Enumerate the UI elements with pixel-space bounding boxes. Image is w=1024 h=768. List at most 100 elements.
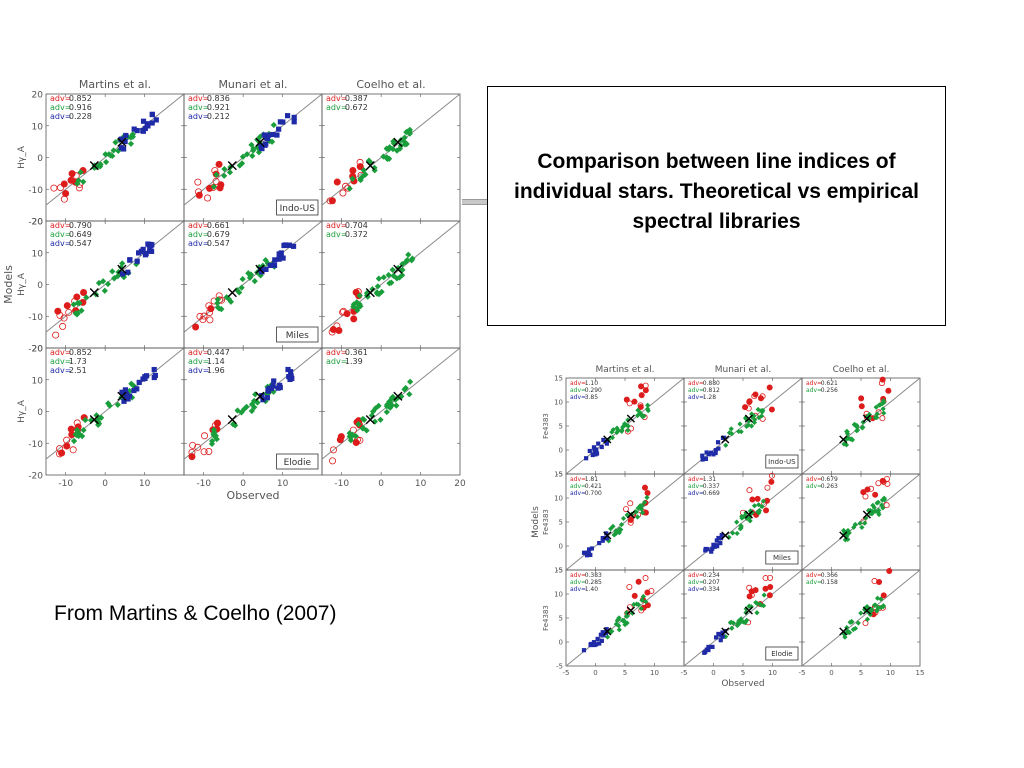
data-point (80, 178, 87, 185)
data-point (388, 402, 396, 409)
adev-value: 0.661 (207, 221, 230, 230)
adev-value: 0.334 (703, 586, 720, 593)
data-point (259, 393, 265, 399)
mean-marker (255, 264, 265, 274)
data-point (871, 602, 878, 608)
data-point (142, 374, 148, 380)
panel-frame (321, 347, 461, 476)
data-point (719, 633, 724, 638)
data-point (587, 448, 592, 454)
data-point (723, 442, 729, 448)
data-point (127, 257, 133, 263)
data-point (711, 542, 716, 547)
y-tick-label: -10 (28, 186, 43, 196)
data-point (354, 305, 361, 312)
data-point (142, 125, 148, 132)
one-to-one-line (801, 569, 921, 667)
mean-marker (117, 137, 127, 147)
data-point (760, 498, 766, 504)
data-point (642, 387, 649, 394)
data-point (200, 448, 208, 456)
adev-value: 1.40 (585, 586, 599, 593)
data-point (134, 127, 140, 134)
data-point (361, 416, 368, 423)
data-point (864, 486, 871, 493)
data-point (262, 142, 268, 148)
data-point (704, 450, 709, 455)
data-point (874, 595, 881, 601)
adev-value: 0.212 (207, 112, 230, 121)
data-point (286, 242, 293, 248)
data-point (763, 507, 770, 514)
adev-value: 0.790 (69, 221, 92, 230)
data-point (588, 641, 593, 647)
data-point (766, 592, 773, 599)
data-point (140, 246, 146, 252)
adev-value: 0.387 (345, 94, 368, 103)
data-point (597, 641, 602, 646)
data-point (389, 145, 397, 153)
data-point (377, 416, 384, 423)
data-point (713, 448, 718, 453)
data-point (346, 430, 353, 437)
data-point (710, 546, 715, 551)
data-point (129, 133, 136, 140)
adev-value: 0.285 (585, 579, 602, 586)
data-point (703, 546, 708, 552)
data-point (147, 246, 153, 252)
data-point (762, 575, 769, 582)
data-point (751, 503, 758, 509)
y-tick-label: 10 (32, 249, 44, 259)
column-title: Martins et al. (79, 78, 151, 91)
adev-label: adv= (570, 490, 586, 497)
data-point (287, 376, 293, 383)
adev-value: 1.14 (207, 357, 225, 366)
adev-label: adv= (570, 579, 586, 586)
data-point (706, 644, 711, 650)
data-point (625, 417, 631, 423)
data-point (713, 450, 718, 456)
y-tick-label: 0 (37, 408, 43, 418)
y-tick-label: 5 (559, 519, 563, 527)
mean-marker (744, 606, 753, 615)
data-point (227, 298, 235, 305)
data-point (403, 140, 410, 148)
data-point (343, 310, 351, 318)
adev-label: adv= (570, 380, 586, 387)
adev-value: 2.51 (69, 366, 87, 375)
data-point (601, 633, 606, 638)
x-axis-title: Observed (721, 679, 764, 689)
data-point (153, 117, 159, 123)
adev-label: adv= (50, 357, 71, 366)
data-point (277, 382, 283, 389)
library-label: Miles (286, 331, 309, 341)
data-point (598, 632, 603, 637)
y-tick-label: 5 (559, 615, 563, 623)
adev-label: adv= (688, 572, 704, 579)
data-point (639, 510, 646, 516)
x-tick-label: 10 (415, 479, 427, 489)
data-point (844, 624, 850, 631)
data-point (123, 132, 129, 139)
data-point (844, 428, 850, 435)
data-point (232, 422, 239, 429)
data-point (616, 615, 622, 621)
data-point (715, 544, 720, 549)
x-tick-label: -5 (681, 669, 688, 677)
x-tick-label: -10 (58, 479, 73, 489)
data-point (623, 613, 629, 619)
adev-label: adv= (570, 483, 586, 490)
data-point (329, 446, 337, 454)
data-point (872, 508, 878, 514)
library-label: Elodie (771, 650, 792, 658)
data-point (734, 519, 740, 525)
adev-value: 1.31 (703, 476, 717, 483)
data-point (383, 403, 390, 410)
data-point (596, 441, 601, 446)
y-tick-label: -10 (28, 440, 43, 450)
data-point (880, 406, 886, 412)
data-point (742, 620, 748, 626)
adev-value: 0.921 (207, 103, 230, 112)
